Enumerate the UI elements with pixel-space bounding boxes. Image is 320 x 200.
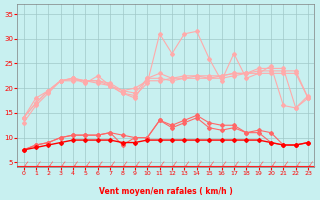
X-axis label: Vent moyen/en rafales ( km/h ): Vent moyen/en rafales ( km/h ) xyxy=(99,187,233,196)
